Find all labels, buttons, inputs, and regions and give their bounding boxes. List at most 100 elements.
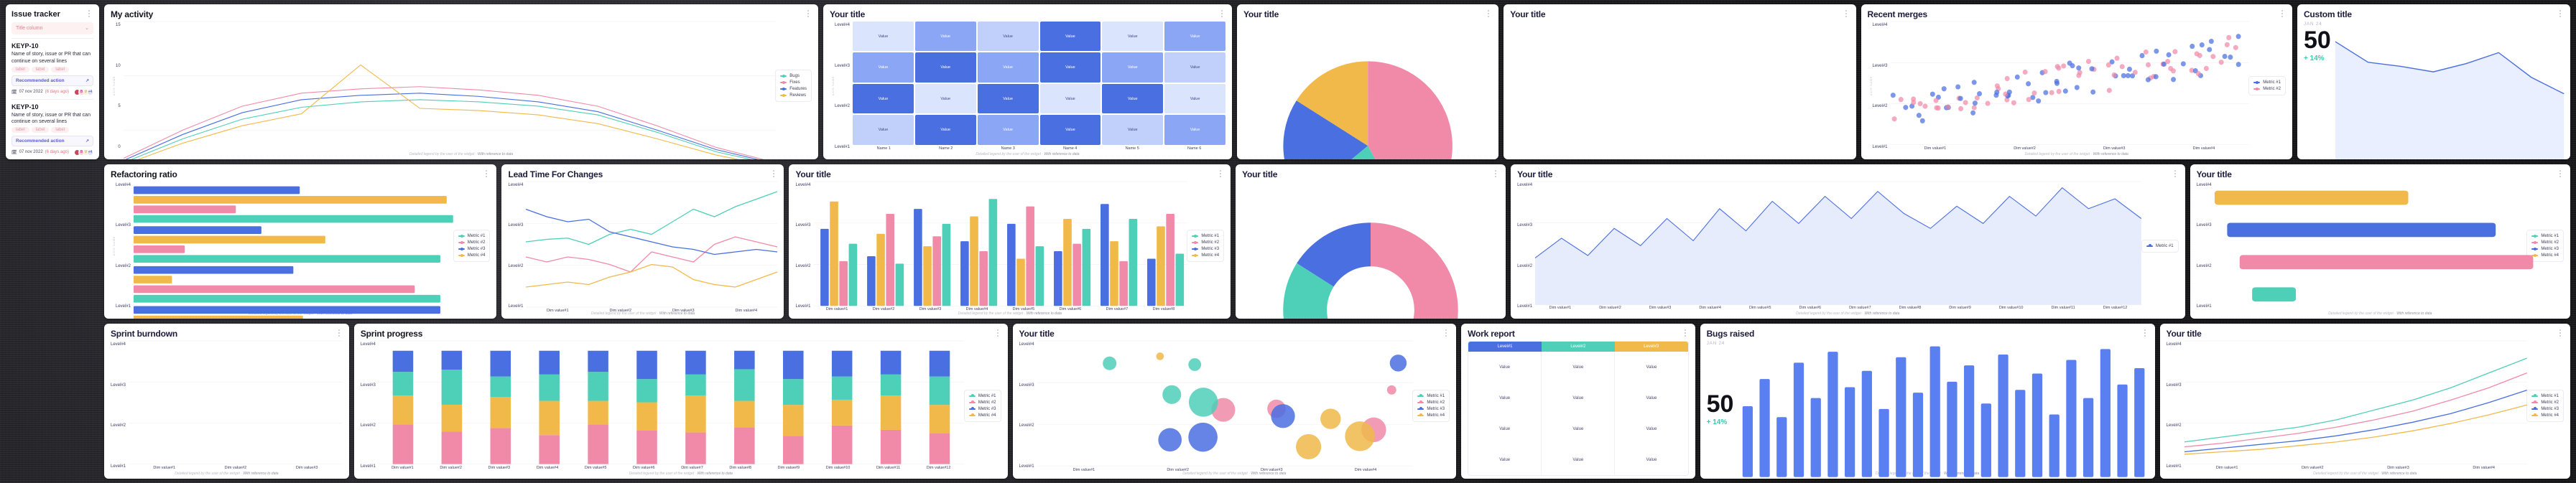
kebab-menu-icon[interactable] xyxy=(335,329,343,337)
heatmap-cell[interactable]: Value xyxy=(914,83,976,114)
legend-item[interactable]: Metric #1 xyxy=(2146,244,2174,248)
heatmap-cell[interactable]: Value xyxy=(914,115,976,145)
legend-item[interactable]: Metric #1 xyxy=(2253,80,2281,85)
chart-legend[interactable]: Metric #1 Metric #2 Metric #3 Metric #4 xyxy=(453,230,491,262)
heatmap-cell[interactable]: Value xyxy=(1039,83,1101,114)
chevron-down-icon[interactable]: ⌄ xyxy=(85,26,89,31)
table-column-header[interactable]: Level#2 xyxy=(1541,342,1615,352)
heatmap-cell[interactable]: Value xyxy=(977,83,1039,114)
legend-item[interactable]: Metric #3 xyxy=(2531,407,2559,411)
legend-item[interactable]: Reviews xyxy=(780,93,807,98)
heatmap-cell[interactable]: Value xyxy=(1102,52,1164,83)
chart-legend[interactable]: Metric #1 Metric #2 Metric #3 Metric #4 xyxy=(963,389,1001,422)
kebab-menu-icon[interactable] xyxy=(1217,169,1224,177)
kebab-menu-icon[interactable] xyxy=(483,169,490,177)
legend-item[interactable]: Metric #2 xyxy=(2531,240,2559,245)
legend-item[interactable]: Features xyxy=(780,87,807,91)
legend-item[interactable]: Metric #4 xyxy=(1417,413,1445,418)
heatmap-cell[interactable]: Value xyxy=(1039,52,1101,83)
heatmap-cell[interactable]: Value xyxy=(1039,115,1101,145)
widget-bugs-raised[interactable]: Bugs raised JAN 24 50 + 14% Detailed leg… xyxy=(1700,324,2155,479)
heatmap-cell[interactable]: Value xyxy=(853,83,914,114)
widget-hbar-2[interactable]: Your title Level#4 Level#3 Level#2 Level#1 … xyxy=(2190,164,2571,319)
heatmap-cell[interactable]: Value xyxy=(914,52,976,83)
heatmap-cell[interactable]: Value xyxy=(1164,115,1226,145)
legend-item[interactable]: Metric #4 xyxy=(968,413,996,418)
heatmap-cell[interactable]: Value xyxy=(853,115,914,145)
legend-item[interactable]: Metric #2 xyxy=(1192,240,1219,245)
widget-area-chart[interactable]: Your title Level#4 Level#3 Level#2 Level#1 … xyxy=(1511,164,2185,319)
avatar[interactable]: +4 xyxy=(87,88,93,95)
heatmap-cell[interactable]: Value xyxy=(977,52,1039,83)
legend-item[interactable]: Metric #1 xyxy=(2531,394,2559,398)
widget-heatmap[interactable]: Your title AXIS NAME Level#4 Level#3 Level… xyxy=(823,4,1232,159)
legend-item[interactable]: Metric #1 xyxy=(1192,234,1219,238)
chart-legend[interactable]: Metric #1 Metric #2 Metric #3 Metric #4 xyxy=(2526,230,2565,262)
heatmap-cell[interactable]: Value xyxy=(977,22,1039,52)
legend-item[interactable]: Metric #3 xyxy=(1192,247,1219,251)
recommended-action-button[interactable]: Recommended action ↗ xyxy=(11,135,93,146)
widget-sprint-progress[interactable]: Sprint progress Level#4 Level#3 Level#2 Lev… xyxy=(353,324,1008,479)
kebab-menu-icon[interactable] xyxy=(2279,10,2286,17)
heatmap-cell[interactable]: Value xyxy=(853,52,914,83)
legend-item[interactable]: Metric #4 xyxy=(458,253,485,258)
kebab-menu-icon[interactable] xyxy=(994,329,1001,337)
heatmap-cell[interactable]: Value xyxy=(853,22,914,52)
heatmap-cell[interactable]: Value xyxy=(1102,83,1164,114)
legend-item[interactable]: Metric #4 xyxy=(2531,413,2559,418)
column-selector[interactable]: Title column ⌄ xyxy=(11,22,93,35)
legend-item[interactable]: Metric #2 xyxy=(2253,87,2281,91)
heatmap-cell[interactable]: Value xyxy=(1102,22,1164,52)
legend-item[interactable]: Metric #2 xyxy=(1417,400,1445,405)
chart-legend[interactable]: Metric #1 Metric #2 Metric #3 Metric #4 xyxy=(2526,389,2564,422)
kebab-menu-icon[interactable] xyxy=(805,10,812,17)
widget-donut[interactable]: Your title Detailed legend by the user o… xyxy=(1236,164,1506,319)
chart-legend[interactable]: Metric #1 Metric #2 Metric #3 Metric #4 xyxy=(1187,230,1225,262)
kebab-menu-icon[interactable] xyxy=(770,169,777,177)
table-column-header[interactable]: Level#3 xyxy=(1614,342,1688,352)
issue-label[interactable]: label xyxy=(11,126,29,133)
legend-item[interactable]: Fixes xyxy=(780,80,807,85)
recommended-action-button[interactable]: Recommended action ↗ xyxy=(11,75,93,86)
kebab-menu-icon[interactable] xyxy=(2557,10,2564,17)
chart-legend[interactable]: Bugs Fixes Features Reviews xyxy=(775,70,812,103)
heatmap-cell[interactable]: Value xyxy=(1102,115,1164,145)
chart-legend[interactable]: Metric #1 Metric #2 xyxy=(2248,76,2286,96)
kebab-menu-icon[interactable] xyxy=(2557,169,2564,177)
kebab-menu-icon[interactable] xyxy=(1682,329,1689,337)
widget-sprint-burndown[interactable]: Sprint burndown Level#4 Level#3 Level#2 Lev… xyxy=(104,324,349,479)
legend-item[interactable]: Metric #1 xyxy=(968,394,996,398)
widget-grouped-bars[interactable]: Your title Level#4 Level#3 Level#2 Level#1 … xyxy=(789,164,1231,319)
widget-refactoring-ratio[interactable]: Refactoring ratio AXIS NAME Level#4 Level… xyxy=(104,164,497,319)
widget-work-report[interactable]: Work report Level#1 Level#2 Level#3 Value V… xyxy=(1461,324,1695,479)
legend-item[interactable]: Metric #2 xyxy=(2531,400,2559,405)
legend-item[interactable]: Metric #1 xyxy=(2531,234,2559,238)
avatar-group[interactable]: B V +4 xyxy=(74,88,93,95)
kebab-menu-icon[interactable] xyxy=(85,10,93,17)
kebab-menu-icon[interactable] xyxy=(2172,169,2179,177)
legend-item[interactable]: Metric #2 xyxy=(458,240,485,245)
issue-label[interactable]: label xyxy=(51,126,70,133)
legend-item[interactable]: Metric #3 xyxy=(1417,407,1445,411)
widget-multiline[interactable]: Your title Level#4 Level#3 Level#2 Level#1 … xyxy=(2159,324,2570,479)
legend-item[interactable]: Metric #4 xyxy=(2531,253,2559,258)
legend-item[interactable]: Metric #3 xyxy=(458,247,485,251)
chart-legend[interactable]: Metric #1 Metric #2 Metric #3 Metric #4 xyxy=(1412,389,1450,422)
issue-label[interactable]: label xyxy=(51,66,70,72)
issue-label[interactable]: label xyxy=(31,66,50,72)
avatar[interactable]: +4 xyxy=(87,149,93,156)
widget-recent-merges[interactable]: Recent merges AXIS NAME Level#4 Level#3 Le… xyxy=(1861,4,2292,159)
legend-item[interactable]: Metric #1 xyxy=(1417,394,1445,398)
kebab-menu-icon[interactable] xyxy=(1485,10,1492,17)
issue-label[interactable]: label xyxy=(11,66,29,72)
legend-item[interactable]: Metric #4 xyxy=(1192,253,1219,258)
heatmap-cell[interactable]: Value xyxy=(1164,83,1226,114)
widget-pie[interactable]: Your title Detailed legend by the user o… xyxy=(1236,4,1499,159)
legend-item[interactable]: Metric #2 xyxy=(968,400,996,405)
kebab-menu-icon[interactable] xyxy=(1442,329,1450,337)
kebab-menu-icon[interactable] xyxy=(1218,10,1226,17)
heatmap-cell[interactable]: Value xyxy=(1164,52,1226,83)
issue-card[interactable]: KEYP-10 Name of story, issue or PR that c… xyxy=(11,38,93,100)
issue-card[interactable]: KEYP-10 Name of story, issue or PR that c… xyxy=(11,100,93,159)
